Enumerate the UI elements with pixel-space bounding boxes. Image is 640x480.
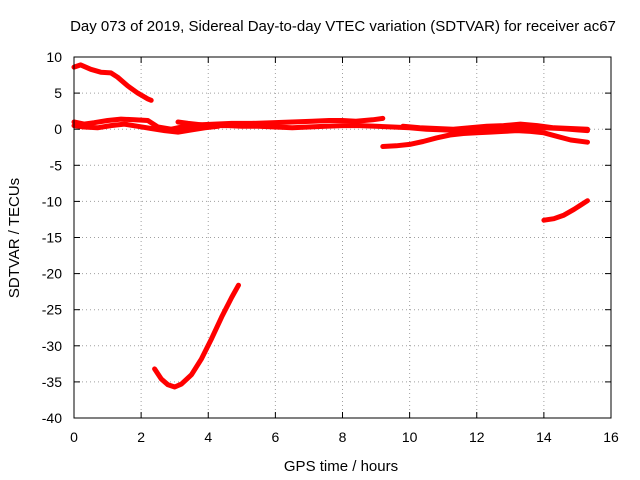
y-tick-label: 10 [46,49,62,65]
x-tick-label: 12 [469,429,485,445]
x-tick-label: 16 [603,429,619,445]
x-tick-label: 0 [70,429,78,445]
x-tick-label: 8 [339,429,347,445]
y-tick-label: -10 [42,193,62,209]
y-tick-label: -40 [42,410,62,426]
y-tick-label: -35 [42,374,62,390]
chart-title: Day 073 of 2019, Sidereal Day-to-day VTE… [70,18,616,35]
grid [74,57,611,418]
ticks: 0 2 4 6 8 10 12 14 16 10 5 0 -5 -10 -15 -20 -25 -30 -35 -40 [42,49,619,445]
series-arc-8 [541,198,590,223]
x-tick-label: 2 [137,429,145,445]
x-tick-label: 4 [204,429,212,445]
x-tick-label: 14 [536,429,552,445]
y-axis-label: SDTVAR / TECUs [6,178,23,298]
series-arc-6 [400,121,590,132]
series-arc-3 [71,121,221,135]
x-axis-label: GPS time / hours [284,458,398,475]
y-tick-label: -20 [42,266,62,282]
y-tick-label: 0 [54,121,62,137]
y-tick-label: -15 [42,230,62,246]
series-arc-7 [152,282,241,390]
series-layer [71,62,590,390]
series-arc-1 [71,62,154,103]
x-tick-label: 6 [271,429,279,445]
series-arc-5 [380,128,590,149]
y-tick-label: 5 [54,85,62,101]
y-tick-label: -25 [42,302,62,318]
x-tick-label: 10 [402,429,418,445]
y-tick-label: -5 [50,157,63,173]
y-tick-label: -30 [42,338,62,354]
